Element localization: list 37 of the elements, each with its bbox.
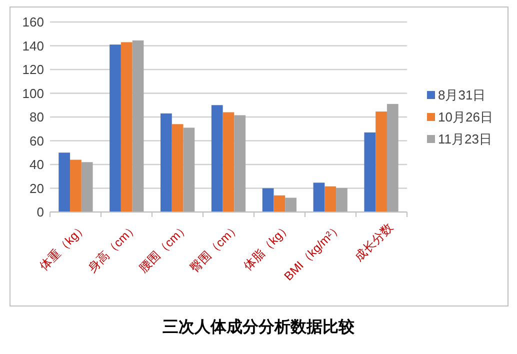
x-tick-label: 成长分数 (352, 220, 396, 264)
bar (234, 115, 246, 212)
bar (81, 162, 93, 212)
x-tick-label: 臀围（cm） (187, 220, 243, 276)
text: 三次人体成分分析数据比较 (162, 318, 356, 336)
y-tick-label: 40 (30, 157, 44, 172)
bar (183, 128, 195, 212)
bar (58, 152, 70, 212)
y-tick-label: 20 (30, 180, 44, 196)
bar (172, 124, 184, 212)
x-tick-label: 体重（kg） (36, 220, 90, 273)
bar (132, 40, 144, 212)
y-tick-label: 60 (30, 133, 44, 148)
legend-label: 11月23日 (438, 132, 492, 147)
bar (313, 182, 325, 212)
legend-label: 10月26日 (438, 110, 493, 125)
y-tick-label: 160 (22, 14, 44, 30)
y-tick-label: 120 (22, 62, 44, 78)
bar (211, 105, 223, 212)
bar (376, 112, 387, 212)
bar (285, 198, 296, 212)
y-tick-label: 100 (22, 86, 44, 101)
bar (110, 44, 121, 212)
bar (70, 160, 82, 212)
y-tick-label: 0 (36, 204, 44, 220)
bar (262, 188, 274, 212)
bar (336, 188, 348, 212)
bar (160, 113, 172, 212)
y-tick-label: 80 (30, 110, 44, 125)
bar (120, 42, 132, 212)
y-tick-label: 140 (22, 38, 44, 54)
bar (222, 112, 234, 212)
bar (324, 186, 336, 212)
bar (274, 195, 286, 212)
bar (386, 104, 398, 212)
legend-label: 8月31日 (438, 88, 486, 103)
bar (364, 132, 376, 212)
